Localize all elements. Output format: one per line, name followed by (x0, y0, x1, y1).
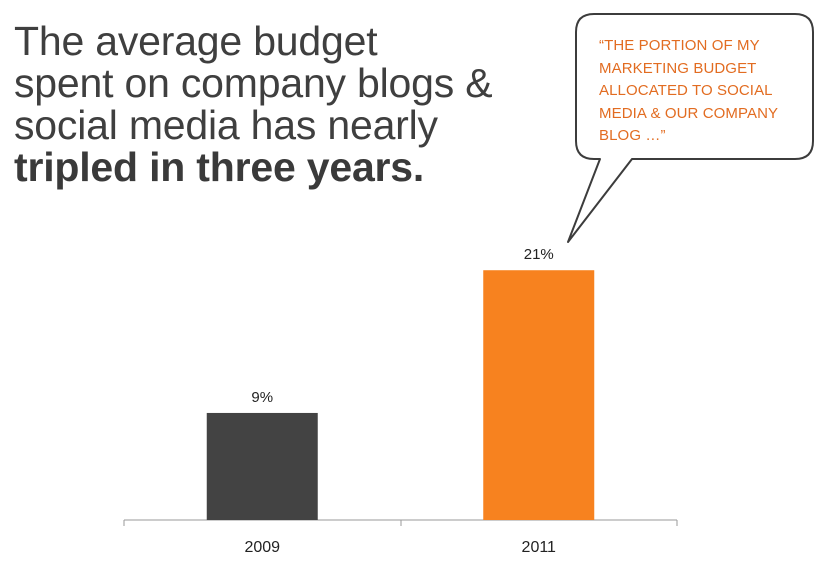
headline-line-1: The average budget (14, 18, 378, 64)
headline: The average budget spent on company blog… (14, 20, 574, 188)
x-tick-label-2009: 2009 (244, 539, 280, 556)
data-label-2009: 9% (251, 389, 273, 406)
speech-bubble-outline (567, 13, 814, 243)
headline-line-2: spent on company blogs & (14, 60, 493, 106)
headline-line-3: social media has nearly (14, 102, 438, 148)
data-label-2011: 21% (524, 246, 554, 263)
headline-emphasis: tripled in three years. (14, 144, 425, 190)
callout-quote: “THE PORTION OF MY MARKETING BUDGET ALLO… (599, 37, 778, 144)
bar-2009 (206, 412, 318, 520)
bar-2011 (483, 270, 595, 520)
x-tick-label-2011: 2011 (522, 539, 557, 556)
